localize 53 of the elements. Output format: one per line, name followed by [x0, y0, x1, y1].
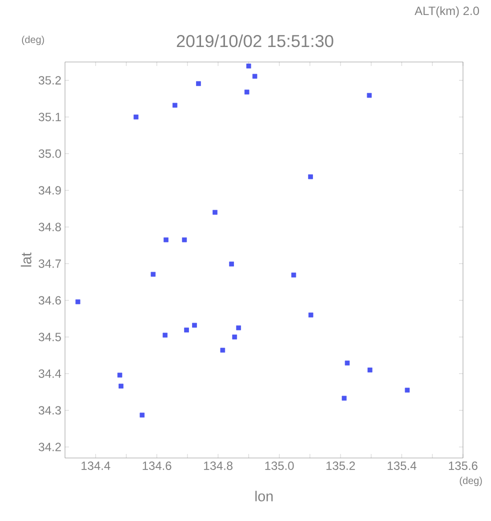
- point: [252, 74, 258, 79]
- y-tick-label: 34.8: [38, 222, 61, 232]
- y-tick-label: 35.1: [38, 112, 61, 122]
- point: [232, 334, 238, 340]
- point: [117, 372, 122, 378]
- point: [368, 368, 372, 372]
- y-axis-title: lat: [20, 252, 32, 267]
- point: [182, 237, 187, 242]
- x-tick-label: 135.6: [448, 462, 478, 470]
- x-tick-label: 135.4: [388, 462, 416, 470]
- point: [184, 328, 189, 332]
- y-tick-label: 35.0: [38, 149, 62, 158]
- x-axis-title: lon: [255, 490, 273, 502]
- point: [291, 272, 296, 278]
- point: [344, 360, 350, 366]
- point: [196, 81, 201, 86]
- x-tick-label: 135.2: [326, 462, 355, 470]
- point: [236, 325, 241, 330]
- chart-subtitle: ALT(km) 2.0: [414, 6, 480, 18]
- point: [308, 312, 314, 318]
- y-tick-label: 35.2: [38, 76, 61, 85]
- point: [220, 348, 226, 353]
- text: (deg): [22, 36, 44, 46]
- y-tick-label: 34.2: [38, 442, 61, 452]
- point: [75, 299, 80, 304]
- point: [244, 90, 250, 94]
- x-tick-label: 134.4: [82, 462, 110, 470]
- x-tick-label: 135.0: [265, 462, 294, 470]
- y-tick-label: 34.7: [38, 259, 61, 268]
- point: [192, 322, 197, 328]
- point: [164, 237, 168, 242]
- chart-title: 2019/10/02 15:51:30: [176, 34, 334, 48]
- text: (deg): [460, 476, 482, 486]
- point: [308, 174, 313, 180]
- point: [404, 388, 410, 393]
- point: [246, 64, 252, 68]
- point: [342, 396, 347, 401]
- x-tick-label: 134.6: [142, 462, 172, 470]
- point: [140, 412, 145, 418]
- point: [162, 332, 168, 338]
- point: [172, 102, 178, 108]
- x-tick-label: 134.8: [204, 462, 233, 470]
- point: [134, 114, 138, 120]
- point: [212, 210, 218, 215]
- y-tick-label: 34.9: [38, 186, 61, 195]
- point: [150, 272, 156, 277]
- point: [229, 262, 234, 266]
- y-tick-label: 34.3: [38, 406, 61, 415]
- y-tick-label: 34.4: [38, 369, 62, 378]
- y-tick-label: 34.5: [38, 332, 61, 342]
- y-tick-label: 34.6: [38, 296, 61, 305]
- point: [366, 92, 372, 98]
- point: [118, 384, 124, 389]
